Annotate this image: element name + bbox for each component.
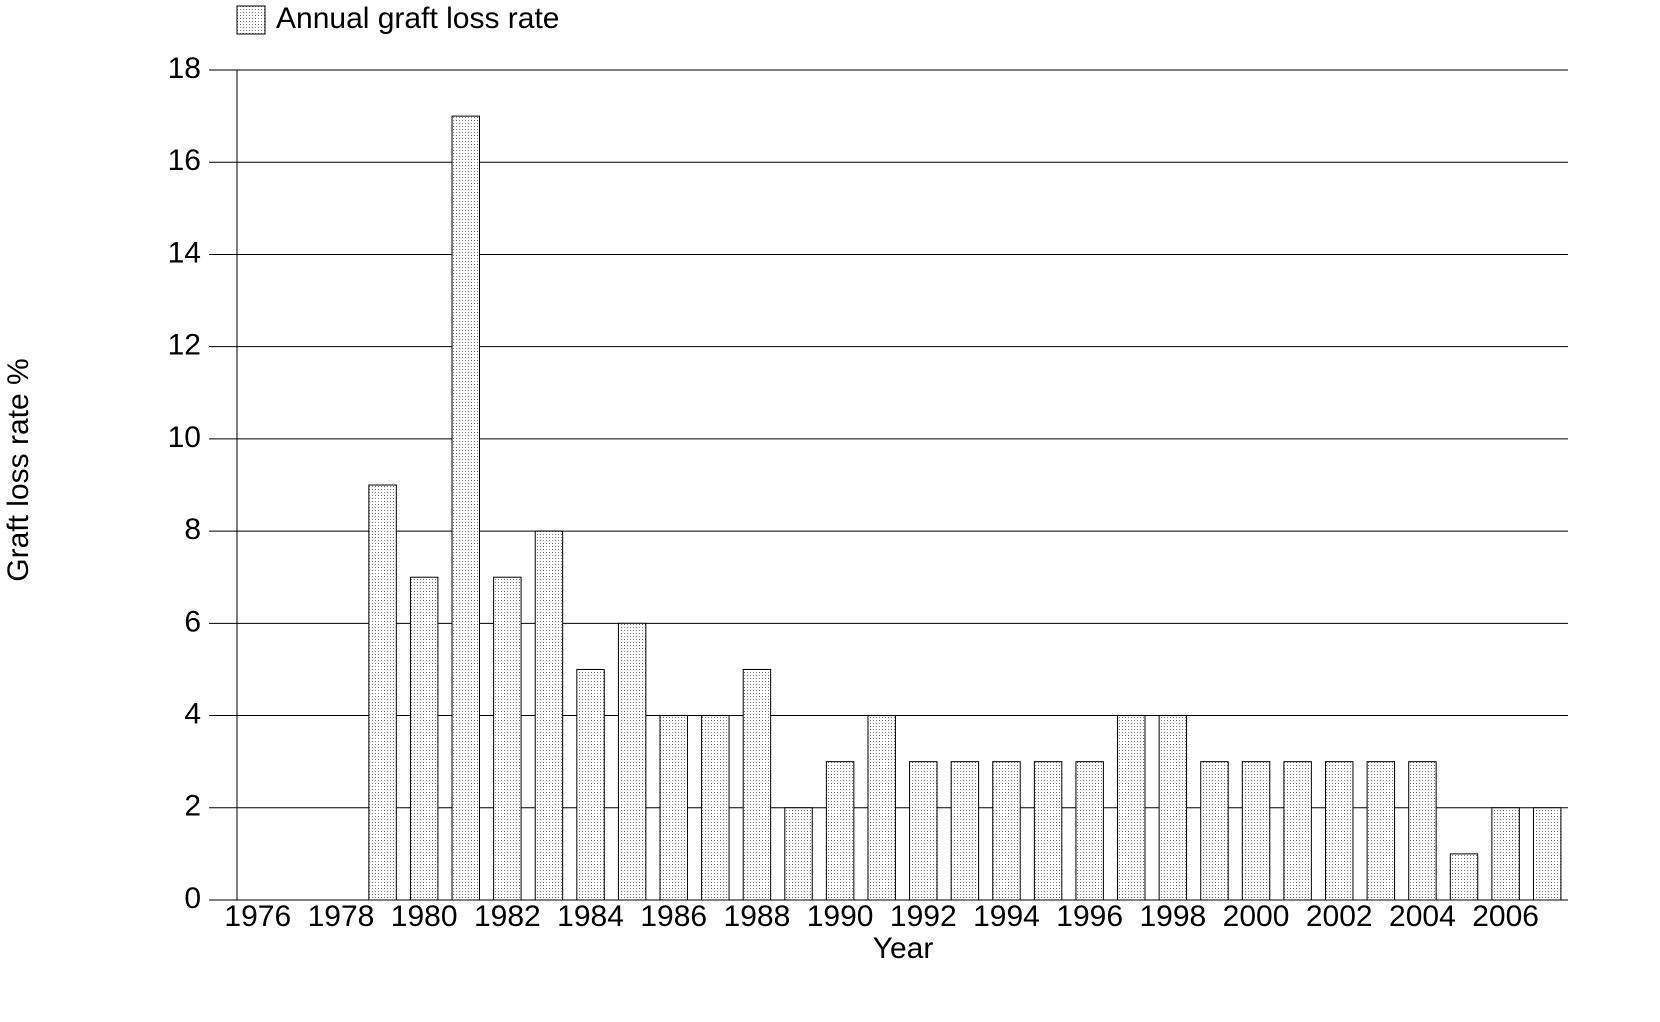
x-tick-label: 1980: [391, 900, 458, 933]
x-tick-label: 1992: [890, 900, 957, 933]
bar: [451, 115, 480, 901]
x-axis-label: Year: [873, 932, 934, 965]
bar: [742, 668, 772, 901]
bar: [659, 715, 688, 901]
bar: [950, 761, 980, 901]
bar: [1491, 807, 1520, 901]
y-tick-label: 6: [184, 605, 201, 638]
y-tick-label: 0: [184, 882, 201, 915]
bar: [534, 530, 564, 901]
x-tick-label: 1982: [474, 900, 541, 933]
legend-swatch: [236, 5, 266, 35]
y-tick-label: 2: [184, 790, 201, 823]
x-tick-label: 2006: [1472, 900, 1539, 933]
bar: [1033, 761, 1063, 901]
x-tick-label: 1998: [1139, 900, 1206, 933]
x-tick-label: 1986: [640, 900, 707, 933]
x-tick-label: 1996: [1056, 900, 1123, 933]
y-tick-label: 10: [168, 421, 201, 454]
bar: [701, 715, 730, 901]
bar: [1158, 715, 1188, 901]
x-tick-label: 2004: [1389, 900, 1456, 933]
bar: [368, 484, 397, 901]
y-tick-label: 18: [168, 52, 201, 85]
bar: [409, 576, 439, 901]
bar: [493, 576, 522, 901]
bar: [1532, 807, 1562, 901]
bar: [1117, 715, 1146, 901]
y-tick-label: 8: [184, 513, 201, 546]
y-tick-label: 4: [184, 697, 201, 730]
bar: [992, 761, 1021, 901]
bar: [867, 715, 896, 901]
bar: [1075, 761, 1104, 901]
legend-label: Annual graft loss rate: [276, 2, 560, 35]
bar: [784, 807, 813, 901]
y-tick-label: 12: [168, 329, 201, 362]
x-tick-label: 1978: [308, 900, 375, 933]
x-tick-label: 2002: [1306, 900, 1373, 933]
bar: [576, 668, 605, 901]
x-tick-label: 1988: [724, 900, 791, 933]
x-tick-label: 1994: [973, 900, 1040, 933]
y-tick-label: 16: [168, 144, 201, 177]
bar: [1408, 761, 1437, 901]
y-axis-label: Graft loss rate %: [2, 358, 35, 581]
x-tick-label: 2000: [1223, 900, 1290, 933]
bar: [1241, 761, 1271, 901]
bar: [825, 761, 855, 901]
y-tick-label: 14: [168, 236, 201, 269]
bar: [1325, 761, 1354, 901]
x-tick-label: 1976: [224, 900, 291, 933]
bar: [1449, 853, 1479, 901]
bar: [1366, 761, 1396, 901]
bar: [909, 761, 938, 901]
bar: [617, 622, 647, 901]
bar: [1200, 761, 1229, 901]
x-tick-label: 1990: [807, 900, 874, 933]
bar: [1283, 761, 1312, 901]
x-tick-label: 1984: [557, 900, 624, 933]
